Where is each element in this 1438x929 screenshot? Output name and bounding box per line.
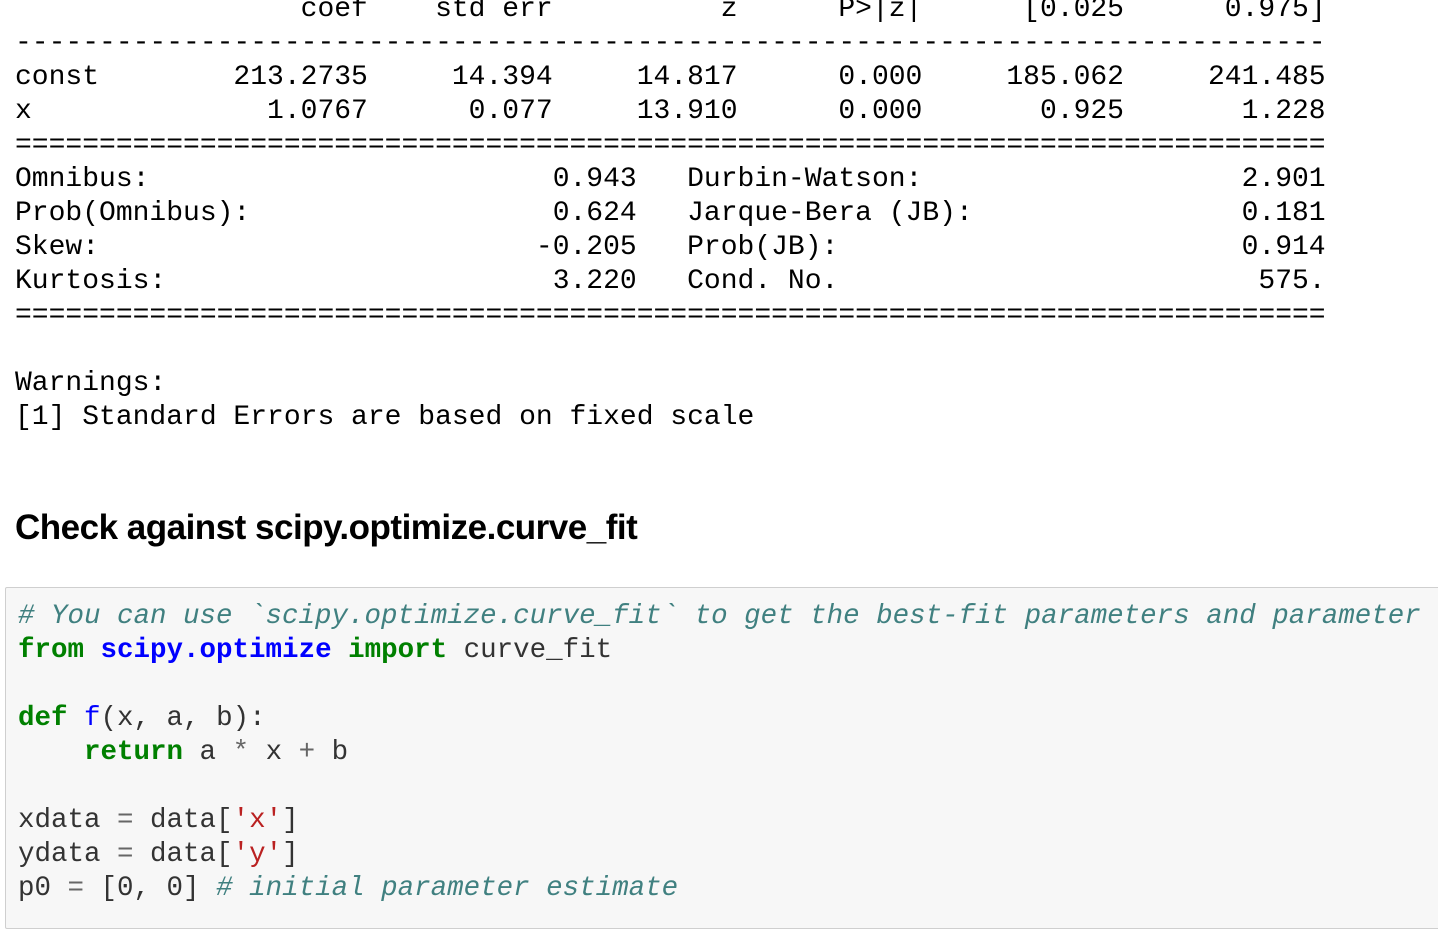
section-heading: Check against scipy.optimize.curve_fit	[15, 508, 638, 547]
output-line: [1] Standard Errors are based on fixed s…	[15, 402, 755, 433]
ols-summary-output: coef std err z P>|z| [0.025 0.975] ------…	[15, 0, 1326, 435]
code-token: =	[117, 805, 134, 836]
code-line: ydata = data['y']	[18, 838, 1421, 872]
output-line: ----------------------------------------…	[15, 28, 1326, 59]
output-line	[15, 333, 1326, 367]
code-token	[84, 635, 101, 666]
code-token: data[	[133, 805, 233, 836]
code-token: ]	[282, 805, 299, 836]
code-cell[interactable]: # You can use `scipy.optimize.curve_fit`…	[5, 587, 1438, 929]
code-token: a	[183, 737, 233, 768]
code-token: ]	[282, 839, 299, 870]
output-line: Omnibus: 0.943 Durbin-Watson: 2.901	[15, 164, 1326, 195]
code-token: ydata	[18, 839, 118, 870]
code-token: +	[298, 737, 316, 768]
output-line: Prob(Omnibus): 0.624 Jarque-Bera (JB): 0…	[15, 198, 1326, 229]
output-line: Kurtosis: 3.220 Cond. No. 575.	[15, 266, 1326, 297]
code-line	[18, 668, 1421, 702]
code-token: # initial parameter estimate	[216, 873, 679, 904]
code-token: =	[117, 839, 134, 870]
output-line: ========================================…	[15, 130, 1326, 161]
code-token: import	[348, 635, 448, 666]
code-token: scipy.optimize	[100, 635, 332, 666]
output-line: x 1.0767 0.077 13.910 0.000 0.925 1.228	[15, 96, 1326, 127]
code-token: p0	[18, 873, 68, 904]
code-token: return	[84, 737, 184, 768]
output-line: Warnings:	[15, 368, 167, 399]
code-token: [0, 0]	[84, 873, 217, 904]
code-editor[interactable]: # You can use `scipy.optimize.curve_fit`…	[18, 600, 1421, 906]
code-token: xdata	[18, 805, 118, 836]
code-line: p0 = [0, 0] # initial parameter estimate	[18, 872, 1421, 906]
code-token: from	[18, 635, 85, 666]
code-token: curve_fit	[447, 635, 613, 666]
output-line: Skew: -0.205 Prob(JB): 0.914	[15, 232, 1326, 263]
code-token	[68, 703, 85, 734]
code-token: # You can use `scipy.optimize.curve_fit`…	[18, 601, 1421, 632]
output-line: ========================================…	[15, 300, 1326, 331]
code-line: # You can use `scipy.optimize.curve_fit`…	[18, 600, 1421, 634]
code-token	[18, 737, 84, 768]
code-line: def f(x, a, b):	[18, 702, 1421, 736]
output-line: coef std err z P>|z| [0.025 0.975]	[15, 0, 1326, 25]
code-token: data[	[133, 839, 233, 870]
code-line	[18, 770, 1421, 804]
code-line: xdata = data['x']	[18, 804, 1421, 838]
output-line: const 213.2735 14.394 14.817 0.000 185.0…	[15, 62, 1326, 93]
code-token: b	[315, 737, 349, 768]
code-token: *	[232, 737, 250, 768]
code-token	[332, 635, 349, 666]
code-token: x	[249, 737, 299, 768]
code-token: 'y'	[232, 839, 283, 870]
code-token: =	[67, 873, 85, 904]
code-token: f	[84, 703, 101, 734]
code-token: def	[18, 703, 68, 734]
code-token: (x, a, b):	[100, 703, 266, 734]
code-token: 'x'	[232, 805, 283, 836]
code-line: return a * x + b	[18, 736, 1421, 770]
code-line: from scipy.optimize import curve_fit	[18, 634, 1421, 668]
